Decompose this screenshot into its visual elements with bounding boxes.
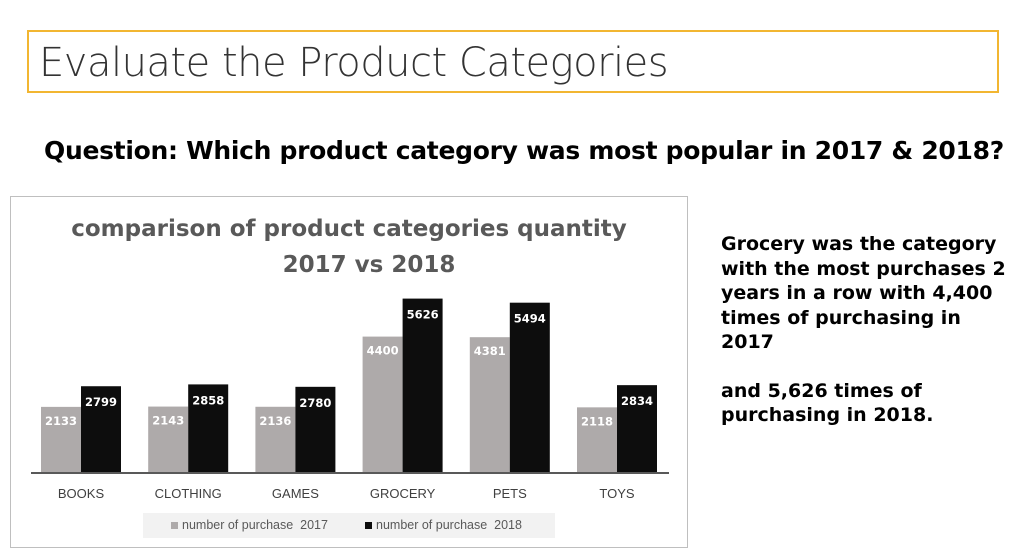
data-label-toys-2018: 2834 (621, 394, 653, 408)
question-text: Question: Which product category was mos… (44, 136, 1004, 165)
x-tick-toys: TOYS (599, 486, 634, 501)
x-tick-clothing: CLOTHING (155, 486, 222, 501)
x-tick-books: BOOKS (58, 486, 105, 501)
data-label-games-2018: 2780 (299, 396, 331, 410)
bar-pets-2018 (509, 302, 550, 473)
bar-toys-2018 (617, 385, 657, 473)
bar-games-2018 (295, 386, 336, 473)
data-label-toys-2017: 2118 (581, 414, 613, 428)
chart-title-line1: comparison of product categories quantit… (71, 216, 627, 242)
answer-text: Grocery was the category with the most p… (721, 232, 1011, 428)
data-label-clothing-2017: 2143 (152, 414, 184, 428)
x-tick-games: GAMES (272, 486, 319, 501)
bar-games-2017 (255, 406, 296, 473)
bar-toys-2017 (577, 407, 617, 473)
legend-swatch-2018 (365, 522, 372, 529)
bar-grocery-2018 (402, 298, 443, 473)
bar-clothing-2017 (148, 406, 189, 473)
legend-label-2017: number of purchase 2017 (182, 518, 328, 532)
legend-swatch-2017 (171, 522, 178, 529)
title-box: Evaluate the Product Categories (27, 30, 999, 93)
chart-frame: comparison of product categories quantit… (10, 196, 688, 548)
legend-background (143, 513, 555, 538)
x-tick-pets: PETS (493, 486, 527, 501)
data-label-clothing-2018: 2858 (192, 393, 224, 407)
data-label-pets-2018: 5494 (514, 312, 546, 326)
data-label-grocery-2017: 4400 (367, 344, 399, 358)
data-label-books-2018: 2799 (85, 395, 117, 409)
bar-grocery-2017 (362, 336, 403, 473)
slide-title: Evaluate the Product Categories (39, 40, 669, 86)
plot-area: 2133 2799 BOOKS 2143 2858 CLOTHING 2136 2780 GAM… (41, 298, 657, 501)
bar-pets-2017 (469, 337, 510, 473)
data-label-pets-2017: 4381 (474, 344, 506, 358)
legend: number of purchase 2017 number of purcha… (171, 518, 522, 532)
bar-books-2017 (41, 406, 81, 473)
data-label-books-2017: 2133 (45, 414, 77, 428)
bar-clothing-2018 (188, 384, 229, 473)
answer-paragraph-1: Grocery was the category with the most p… (721, 233, 1006, 353)
bar-chart: comparison of product categories quantit… (31, 216, 669, 538)
bar-books-2018 (81, 386, 121, 473)
x-tick-grocery: GROCERY (370, 486, 436, 501)
legend-label-2018: number of purchase 2018 (376, 518, 522, 532)
data-label-grocery-2018: 5626 (407, 308, 439, 322)
chart-title-line2: 2017 vs 2018 (283, 252, 456, 278)
answer-paragraph-2: and 5,626 times of purchasing in 2018. (721, 379, 934, 427)
data-label-games-2017: 2136 (259, 414, 291, 428)
